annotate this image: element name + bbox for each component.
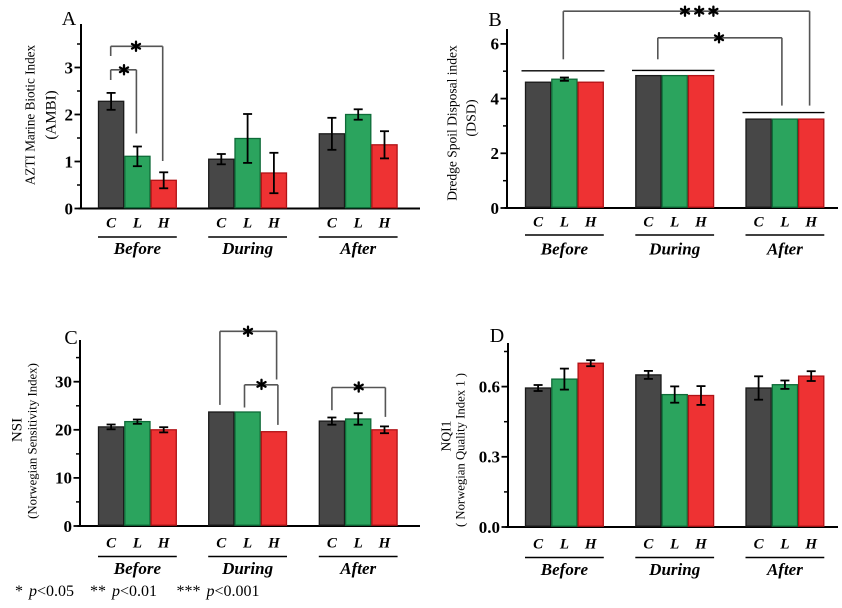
svg-text:H: H xyxy=(804,537,818,553)
svg-text:H: H xyxy=(157,216,171,232)
svg-text:C: C xyxy=(754,537,765,553)
svg-text:H: H xyxy=(584,215,598,231)
svg-text:H: H xyxy=(584,537,598,553)
svg-text:20: 20 xyxy=(55,421,72,440)
svg-text:AZTI Marine Biotic Index: AZTI Marine Biotic Index xyxy=(23,44,38,185)
svg-text:After: After xyxy=(339,239,376,258)
svg-text:C: C xyxy=(64,327,77,349)
svg-text:C: C xyxy=(533,215,544,231)
svg-text:( Norwegian Quality Index 1 ): ( Norwegian Quality Index 1 ) xyxy=(454,373,468,527)
svg-text:During: During xyxy=(221,239,274,258)
svg-text:NSI: NSI xyxy=(10,418,26,442)
svg-text:0.3: 0.3 xyxy=(479,448,500,467)
svg-text:10: 10 xyxy=(55,469,72,488)
svg-text:L: L xyxy=(353,536,363,552)
svg-text:(Norwegian Sensitivity Index): (Norwegian Sensitivity Index) xyxy=(26,363,40,519)
svg-text:L: L xyxy=(242,216,252,232)
svg-text:During: During xyxy=(221,559,274,578)
svg-text:H: H xyxy=(694,537,708,553)
svg-text:L: L xyxy=(132,536,142,552)
svg-text:C: C xyxy=(327,216,338,232)
svg-text:During: During xyxy=(648,560,701,579)
svg-text:H: H xyxy=(804,215,818,231)
svg-text:L: L xyxy=(779,215,789,231)
svg-text:After: After xyxy=(766,560,803,579)
svg-text:3: 3 xyxy=(65,58,74,77)
svg-text:B: B xyxy=(488,9,501,31)
svg-text:L: L xyxy=(669,537,679,553)
svg-text:H: H xyxy=(378,216,392,232)
svg-text:* p<0.05** p<0.01*** p<0.001: * p<0.05 ** p<0.01 *** p<0.001 xyxy=(15,583,260,600)
svg-text:H: H xyxy=(378,536,392,552)
svg-text:L: L xyxy=(669,215,679,231)
svg-text:0.6: 0.6 xyxy=(479,377,500,396)
svg-text:During: During xyxy=(648,240,701,259)
svg-text:C: C xyxy=(216,216,227,232)
svg-text:H: H xyxy=(267,536,281,552)
svg-text:A: A xyxy=(62,8,77,30)
svg-text:L: L xyxy=(132,216,142,232)
svg-text:After: After xyxy=(766,240,803,259)
svg-text:1: 1 xyxy=(65,152,74,171)
svg-text:C: C xyxy=(106,536,117,552)
svg-text:0.0: 0.0 xyxy=(479,518,500,537)
svg-text:H: H xyxy=(694,215,708,231)
svg-text:C: C xyxy=(533,537,544,553)
svg-text:6: 6 xyxy=(491,35,500,54)
svg-text:C: C xyxy=(643,215,654,231)
svg-text:(DSD): (DSD) xyxy=(465,99,480,137)
svg-text:0: 0 xyxy=(64,517,73,536)
svg-text:4: 4 xyxy=(491,89,500,108)
svg-text:C: C xyxy=(106,216,117,232)
svg-text:Before: Before xyxy=(540,560,589,579)
svg-text:L: L xyxy=(559,537,569,553)
svg-text:L: L xyxy=(353,216,363,232)
svg-text:L: L xyxy=(779,537,789,553)
svg-text:C: C xyxy=(754,215,765,231)
svg-text:H: H xyxy=(157,536,171,552)
svg-text:L: L xyxy=(242,536,252,552)
svg-text:(AMBI): (AMBI) xyxy=(43,90,59,139)
svg-text:Before: Before xyxy=(113,239,162,258)
svg-text:D: D xyxy=(490,325,504,347)
svg-text:2: 2 xyxy=(491,144,500,163)
svg-text:After: After xyxy=(339,559,376,578)
svg-text:0: 0 xyxy=(65,199,74,218)
svg-text:0: 0 xyxy=(491,199,500,218)
svg-text:H: H xyxy=(267,216,281,232)
svg-text:C: C xyxy=(643,537,654,553)
svg-text:C: C xyxy=(327,536,338,552)
svg-text:30: 30 xyxy=(55,373,72,392)
svg-text:Before: Before xyxy=(113,559,162,578)
svg-text:2: 2 xyxy=(65,105,74,124)
svg-text:NQI1: NQI1 xyxy=(439,421,454,452)
svg-text:L: L xyxy=(559,215,569,231)
svg-text:C: C xyxy=(216,536,227,552)
svg-text:Before: Before xyxy=(540,240,589,259)
svg-text:Dredge Spoil Disposal index: Dredge Spoil Disposal index xyxy=(445,45,460,201)
